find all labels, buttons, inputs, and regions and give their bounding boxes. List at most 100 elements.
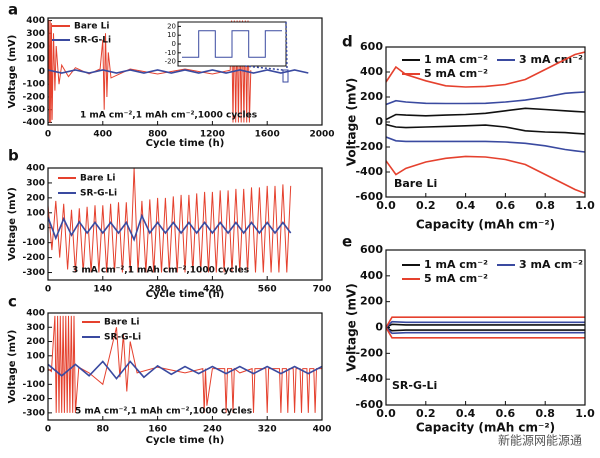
x-tick-label: 0.4	[456, 199, 476, 212]
series-line	[48, 213, 292, 242]
legend-label: Bare Li	[80, 174, 115, 184]
y-tick-label: -300	[22, 408, 45, 418]
y-tick-label: 0	[39, 223, 45, 233]
watermark: 新能源网能源通	[498, 433, 582, 448]
x-tick-label: 2000	[309, 130, 334, 140]
series-line	[386, 316, 585, 328]
x-axis-label: Cycle time (h)	[146, 138, 225, 149]
series-line	[386, 327, 585, 339]
series-line	[386, 107, 585, 121]
y-tick-label: -200	[22, 394, 45, 404]
inset-tick-label: 0	[172, 40, 176, 48]
series-line	[386, 136, 585, 153]
series-line	[48, 315, 322, 413]
y-tick-label: -200	[22, 253, 45, 263]
y-tick-label: 200	[360, 295, 383, 308]
y-axis-label: Voltage (mV)	[7, 35, 18, 109]
legend-label: Bare Li	[74, 22, 109, 32]
plot-frame	[47, 167, 323, 281]
x-tick-label: 320	[258, 425, 277, 435]
y-tick-label: 200	[26, 337, 45, 347]
legend-label: 3 mA cm⁻²	[519, 53, 583, 66]
legend-label: SR-G-Li	[80, 189, 117, 199]
y-tick-label: 600	[360, 40, 383, 53]
x-tick-label: 160	[148, 425, 167, 435]
inset-tick-label: 20	[167, 22, 176, 30]
x-tick-label: 280	[148, 285, 167, 295]
y-tick-label: 200	[26, 42, 45, 52]
x-tick-label: 560	[258, 285, 277, 295]
y-tick-label: 400	[360, 65, 383, 78]
legend-label: 5 mA cm⁻²	[424, 272, 488, 285]
y-tick-label: 400	[26, 309, 45, 319]
y-tick-label: 200	[26, 193, 45, 203]
x-tick-label: 240	[203, 425, 222, 435]
y-tick-label: 100	[26, 54, 45, 64]
x-tick-label: 0	[45, 285, 51, 295]
series-line	[386, 123, 585, 135]
annotation: Bare Li	[394, 177, 437, 190]
x-tick-label: 0.2	[416, 199, 436, 212]
y-tick-label: -300	[22, 268, 45, 278]
x-tick-label: 0.6	[496, 407, 516, 420]
y-tick-label: -100	[22, 80, 45, 90]
x-tick-label: 400	[313, 425, 332, 435]
inset-tick-label: -10	[165, 49, 176, 57]
x-tick-label: 140	[93, 285, 112, 295]
series-line	[48, 360, 322, 380]
x-tick-label: 420	[203, 285, 222, 295]
x-tick-label: 1.0	[575, 407, 595, 420]
x-axis-label: Capacity (mAh cm⁻²)	[416, 421, 555, 435]
plot-frame	[385, 249, 586, 406]
x-tick-label: 0.0	[376, 407, 396, 420]
y-tick-label: -400	[22, 118, 45, 128]
x-tick-label: 400	[93, 130, 112, 140]
annotation: SR-G-Li	[392, 379, 437, 392]
y-tick-label: 0	[375, 321, 383, 334]
series-line	[386, 326, 585, 332]
legend-label: 1 mA cm⁻²	[424, 53, 488, 66]
inset-line	[182, 30, 282, 58]
series-line	[48, 20, 252, 123]
legend-label: SR-G-Li	[74, 36, 111, 46]
x-axis-label: Cycle time (h)	[146, 289, 225, 300]
inset-connector	[285, 21, 288, 71]
plot-frame	[47, 17, 323, 126]
x-tick-label: 0	[45, 130, 51, 140]
y-tick-label: 600	[360, 243, 383, 256]
legend-label: 5 mA cm⁻²	[424, 67, 488, 80]
zoom-box	[282, 69, 289, 83]
plot-frame	[47, 312, 323, 421]
y-tick-label: 400	[26, 164, 45, 174]
y-tick-label: -100	[22, 380, 45, 390]
series-line	[386, 91, 585, 106]
x-axis-label: Cycle time (h)	[146, 435, 225, 446]
x-tick-label: 0.2	[416, 407, 436, 420]
inset-tick-label: 10	[167, 31, 176, 39]
inset-tick-label: -20	[165, 58, 176, 66]
y-tick-label: -100	[22, 238, 45, 248]
annotation: 3 mA cm⁻²,1 mAh cm⁻²,1000 cycles	[72, 266, 249, 276]
series-line	[386, 326, 585, 335]
y-tick-label: -400	[355, 165, 383, 178]
y-tick-label: 300	[26, 323, 45, 333]
y-axis-label: Voltage (mV)	[345, 283, 359, 372]
x-axis-label: Capacity (mAh cm⁻²)	[416, 218, 555, 232]
series-line	[386, 320, 585, 329]
series-line	[48, 69, 309, 74]
annotation: 5 mA cm⁻²,1 mAh cm⁻²,1000 cycles	[75, 407, 252, 417]
y-tick-label: -300	[22, 105, 45, 115]
legend-label: 1 mA cm⁻²	[424, 258, 488, 271]
series-line	[48, 168, 292, 273]
y-tick-label: 100	[26, 208, 45, 218]
x-tick-label: 0	[45, 425, 51, 435]
panel-label: b	[8, 147, 19, 165]
x-tick-label: 1200	[200, 130, 225, 140]
y-tick-label: 100	[26, 351, 45, 361]
y-tick-label: -600	[355, 398, 383, 411]
x-tick-label: 0.8	[535, 199, 555, 212]
series-line	[386, 323, 585, 329]
legend-label: 3 mA cm⁻²	[519, 258, 583, 271]
y-tick-label: 0	[39, 366, 45, 376]
